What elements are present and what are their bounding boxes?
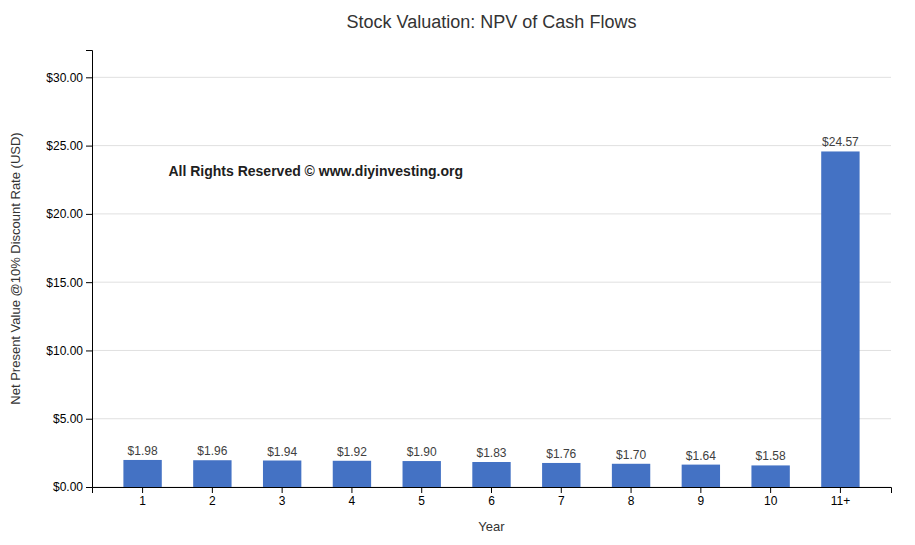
y-tick-mark xyxy=(86,146,92,147)
data-label: $1.58 xyxy=(756,449,786,463)
y-tick: $10.00 xyxy=(46,344,92,358)
y-tick-label: $5.00 xyxy=(53,412,83,426)
y-tick-mark xyxy=(86,214,92,215)
bar xyxy=(403,461,441,487)
data-label: $1.94 xyxy=(267,445,297,459)
data-label: $1.98 xyxy=(128,444,158,458)
watermark: All Rights Reserved © www.diyinvesting.o… xyxy=(168,163,463,179)
x-tick: 7 xyxy=(558,487,565,508)
x-tick-mark xyxy=(351,487,352,493)
bar xyxy=(682,465,720,487)
y-tick-label: $25.00 xyxy=(46,139,83,153)
x-tick: 6 xyxy=(488,487,495,508)
grid-line xyxy=(92,213,891,214)
data-label: $1.70 xyxy=(616,448,646,462)
x-tick: 11+ xyxy=(831,487,850,508)
bars xyxy=(123,151,859,487)
x-tick-label: 2 xyxy=(209,494,216,508)
y-tick: $5.00 xyxy=(53,412,92,426)
bar xyxy=(821,151,859,487)
x-tick-mark xyxy=(770,487,771,493)
x-tick-label: 8 xyxy=(628,494,635,508)
data-label: $1.96 xyxy=(197,444,227,458)
x-tick-mark xyxy=(840,487,841,493)
x-tick-label: 5 xyxy=(418,494,425,508)
bar xyxy=(612,464,650,487)
y-tick-mark xyxy=(86,487,92,488)
y-tick-label: $0.00 xyxy=(53,480,83,494)
x-axis: 1 2 3 4 5 6 7 8 9 10 11+ xyxy=(93,487,892,508)
x-tick-label: 11+ xyxy=(831,494,850,508)
x-tick-mark xyxy=(491,487,492,493)
x-tick: 4 xyxy=(349,487,356,508)
y-axis: $0.00 $5.00 $10.00 $15.00 $20.00 $25.00 $30.00 xyxy=(46,51,92,495)
y-axis-line xyxy=(86,51,93,488)
x-tick: 2 xyxy=(209,487,216,508)
grid-line xyxy=(92,282,891,283)
bar xyxy=(472,462,510,487)
data-label: $1.64 xyxy=(686,449,716,463)
x-tick: 9 xyxy=(698,487,705,508)
grid-line xyxy=(92,350,891,351)
x-tick-mark xyxy=(212,487,213,493)
y-tick-label: $15.00 xyxy=(46,275,83,289)
chart: $0.00 $5.00 $10.00 $15.00 $20.00 $25.00 $30.00… xyxy=(0,0,915,545)
x-tick-mark xyxy=(282,487,283,493)
x-tick-label: 1 xyxy=(139,494,146,508)
grid-line xyxy=(92,418,891,419)
bar xyxy=(193,460,231,487)
y-axis-title: Net Present Value @10% Discount Rate (US… xyxy=(8,132,23,404)
x-tick-label: 10 xyxy=(764,494,778,508)
y-tick-mark xyxy=(86,282,92,283)
y-tick-mark xyxy=(86,77,92,78)
x-tick-mark xyxy=(142,487,143,493)
grid-line xyxy=(92,77,891,78)
x-tick-mark xyxy=(631,487,632,493)
data-label: $24.57 xyxy=(822,135,859,149)
x-axis-title: Year xyxy=(478,519,505,534)
y-tick: $15.00 xyxy=(46,275,92,289)
grid xyxy=(92,77,891,487)
x-tick: 3 xyxy=(279,487,286,508)
y-tick-label: $30.00 xyxy=(46,71,83,85)
y-tick-label: $10.00 xyxy=(46,344,83,358)
x-tick-label: 7 xyxy=(558,494,565,508)
data-label: $1.76 xyxy=(546,447,576,461)
x-tick: 8 xyxy=(628,487,635,508)
y-tick-mark xyxy=(86,419,92,420)
bar xyxy=(333,461,371,487)
y-tick-mark xyxy=(86,350,92,351)
data-label: $1.90 xyxy=(407,445,437,459)
bar xyxy=(751,465,789,487)
x-tick: 10 xyxy=(764,487,778,508)
x-tick-mark xyxy=(700,487,701,493)
x-tick: 5 xyxy=(418,487,425,508)
grid-line xyxy=(92,145,891,146)
x-tick: 1 xyxy=(139,487,146,508)
bar xyxy=(123,460,161,487)
bar xyxy=(263,461,301,487)
x-tick-mark xyxy=(561,487,562,493)
y-tick: $0.00 xyxy=(53,480,92,494)
y-tick-label: $20.00 xyxy=(46,207,83,221)
y-tick: $30.00 xyxy=(46,71,92,85)
x-tick-label: 4 xyxy=(349,494,356,508)
x-tick-label: 9 xyxy=(698,494,705,508)
x-axis-line xyxy=(93,488,892,494)
title: Stock Valuation: NPV of Cash Flows xyxy=(347,12,637,32)
bar xyxy=(542,463,580,487)
y-tick: $25.00 xyxy=(46,139,92,153)
data-labels: $1.98 $1.96 $1.94 $1.92 $1.90 $1.83 $1.76 $1.70… xyxy=(128,135,860,463)
data-label: $1.83 xyxy=(476,446,506,460)
annotations: All Rights Reserved © www.diyinvesting.o… xyxy=(168,163,463,179)
x-tick-label: 6 xyxy=(488,494,495,508)
plot-area: $0.00 $5.00 $10.00 $15.00 $20.00 $25.00 $30.00… xyxy=(46,51,891,508)
y-tick: $20.00 xyxy=(46,207,92,221)
x-tick-mark xyxy=(421,487,422,493)
data-label: $1.92 xyxy=(337,445,367,459)
x-tick-label: 3 xyxy=(279,494,286,508)
